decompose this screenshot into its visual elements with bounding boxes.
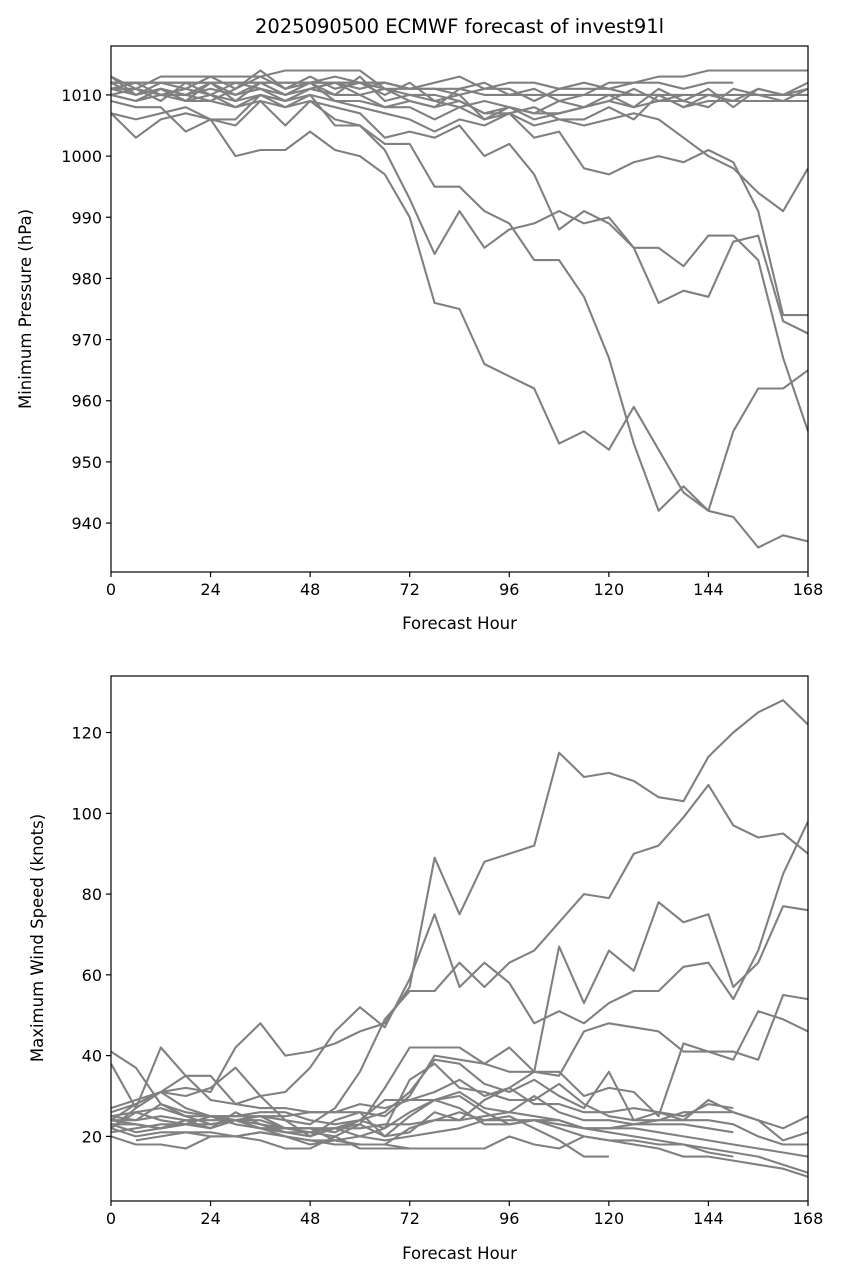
pressure-x-tick-label: 0 [106,580,116,599]
pressure-plot-frame [110,45,809,573]
pressure-x-tick-label: 120 [594,580,625,599]
pressure-y-tick-label: 1000 [61,147,102,166]
wind-series-line-11 [110,1094,809,1174]
wind-x-tick-label: 0 [106,1209,116,1228]
wind-y-axis: 20 40 60 80 100 120 [71,724,111,1146]
wind-y-tick-label: 100 [71,804,102,823]
wind-series-line-2 [110,820,809,1114]
wind-series-line-14 [110,1098,734,1134]
wind-y-tick-label: 120 [71,724,102,743]
wind-x-axis: 0 24 48 72 96 120 144 168 [106,1201,823,1228]
wind-x-tick-label: 72 [400,1209,420,1228]
wind-y-tick-label: 20 [82,1127,102,1146]
wind-series-line-8 [110,1058,809,1142]
pressure-series-group [110,69,809,549]
pressure-series-line-8 [110,69,808,109]
pressure-x-tick-label: 144 [693,580,724,599]
pressure-x-axis-label: Forecast Hour [402,614,517,633]
pressure-series-line-12 [110,69,734,103]
wind-plot-frame [110,675,809,1202]
pressure-x-axis: 0 24 48 72 96 120 144 168 [106,572,823,599]
wind-series-line-18 [260,1127,485,1150]
chart-title: 2025090500 ECMWF forecast of invest91l [255,15,664,38]
wind-series-line-9 [110,1090,808,1146]
pressure-series-line-14 [110,81,809,109]
pressure-y-tick-label: 960 [71,392,102,411]
wind-series-group [110,699,809,1178]
pressure-series-line-3 [110,93,809,512]
pressure-y-tick-label: 950 [71,453,102,472]
pressure-series-line-1 [110,99,809,432]
pressure-x-tick-label: 48 [300,580,320,599]
pressure-chart: 0 24 48 72 96 120 144 168 940 950 960 970 980 990 100… [16,45,823,633]
wind-x-tick-label: 144 [693,1209,724,1228]
pressure-y-tick-label: 1010 [61,86,102,105]
wind-series-line-16 [135,1115,609,1158]
wind-series-line-5 [110,993,809,1118]
pressure-x-tick-label: 72 [400,580,420,599]
wind-x-tick-label: 96 [499,1209,519,1228]
wind-x-tick-label: 168 [793,1209,824,1228]
wind-series-line-13 [111,1111,734,1158]
wind-chart: 0 24 48 72 96 120 144 168 20 40 60 80 100 120 Foreca… [28,675,823,1263]
pressure-series-line-2 [110,112,809,549]
pressure-y-tick-label: 940 [71,514,102,533]
wind-x-tick-label: 48 [300,1209,320,1228]
wind-x-tick-label: 24 [200,1209,220,1228]
wind-y-tick-label: 80 [82,885,102,904]
wind-y-tick-label: 60 [82,966,102,985]
pressure-x-tick-label: 96 [499,580,519,599]
wind-series-line-1 [110,699,809,1122]
wind-series-line-17 [111,1111,809,1158]
pressure-y-axis: 940 950 960 970 980 990 1000 1010 [61,86,111,533]
pressure-y-tick-label: 980 [71,269,102,288]
pressure-series-line-15 [135,87,684,115]
wind-y-tick-label: 40 [82,1047,102,1066]
pressure-x-tick-label: 168 [793,580,824,599]
wind-x-tick-label: 120 [594,1209,625,1228]
pressure-x-tick-label: 24 [200,580,220,599]
pressure-y-tick-label: 990 [71,208,102,227]
pressure-series-line-4 [110,93,809,335]
wind-series-line-3 [110,783,809,1130]
wind-y-axis-label: Maximum Wind Speed (knots) [28,814,47,1062]
pressure-y-tick-label: 970 [71,331,102,350]
wind-x-axis-label: Forecast Hour [402,1244,517,1263]
pressure-series-line-5 [110,81,808,317]
pressure-y-axis-label: Minimum Pressure (hPa) [16,209,35,409]
